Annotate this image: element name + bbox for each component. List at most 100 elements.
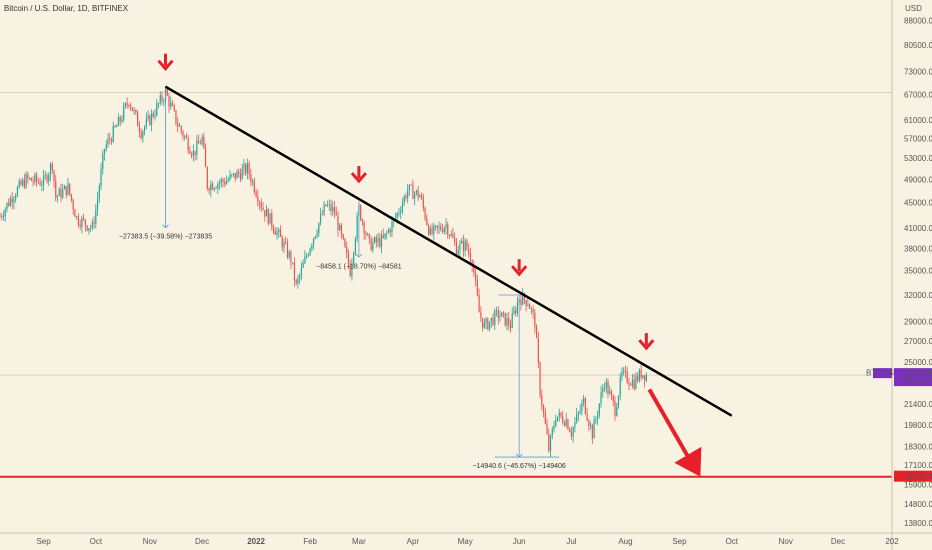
candle-body	[576, 414, 578, 423]
candle-body	[468, 249, 470, 254]
candle-body	[150, 113, 153, 125]
candle-body	[542, 405, 545, 413]
candle-body	[567, 419, 569, 430]
candle-body	[633, 379, 635, 389]
candle-body	[534, 312, 536, 328]
candle-body	[48, 174, 50, 182]
candle-body	[157, 103, 160, 105]
candle-body	[330, 204, 332, 212]
candle-body	[89, 227, 92, 229]
candle-body	[600, 392, 602, 404]
candle-body	[173, 106, 175, 111]
candle-body	[595, 418, 597, 421]
candle-body	[455, 242, 458, 255]
candle-body	[337, 215, 339, 231]
candle-body	[278, 229, 280, 232]
candle-body	[624, 370, 627, 372]
y-tick-label: 57000.0	[904, 134, 932, 143]
countdown-timer: 09:18:27	[904, 377, 932, 386]
candle-body	[438, 226, 440, 228]
candle-body	[440, 226, 442, 230]
candle-body	[502, 312, 505, 314]
candle-body	[199, 143, 201, 145]
candle-body	[271, 213, 273, 227]
candle-body	[382, 234, 384, 238]
y-tick-label: 45000.0	[904, 199, 932, 208]
candle-body	[433, 225, 435, 234]
time-axis: Sep Oct Nov Dec 2022 Feb Mar Apr May Jun Jul Aug Sep…	[0, 532, 932, 546]
candle-body	[119, 117, 121, 122]
price-axis: USD 88000.0 80500.0 73000.0 67000.0 61000.0 57…	[866, 0, 932, 550]
candle-body	[485, 318, 487, 323]
candle-body	[499, 316, 501, 318]
candle-body	[23, 179, 26, 188]
candle-body	[143, 126, 146, 132]
candle-body	[253, 180, 255, 193]
candle-body	[363, 222, 365, 234]
candle-body	[356, 215, 358, 239]
grid-layer	[0, 92, 892, 376]
candle-body	[407, 190, 409, 199]
candle-body	[621, 371, 623, 378]
candle-body	[326, 204, 329, 206]
candle-body	[596, 415, 599, 419]
x-tick-label: Sep	[36, 537, 51, 546]
candle-body	[13, 198, 15, 203]
candle-body	[51, 163, 53, 171]
candle-body	[434, 225, 437, 227]
candle-body	[319, 214, 322, 223]
candle-body	[192, 150, 194, 156]
candle-body	[252, 180, 254, 183]
candle-body	[598, 403, 600, 416]
y-tick-label: 35000.0	[904, 267, 932, 276]
candle-body	[107, 138, 109, 145]
candle-body	[239, 173, 242, 180]
candle-body	[29, 177, 31, 179]
candle-body	[206, 167, 208, 189]
candle-body	[272, 226, 275, 232]
candle-body	[145, 118, 147, 127]
candle-body	[389, 229, 391, 233]
candle-body	[488, 321, 491, 330]
candle-body	[316, 232, 318, 237]
projection-arrow-head	[674, 446, 702, 477]
candle-body	[194, 150, 196, 155]
candle-body	[72, 200, 74, 210]
candle-body	[365, 233, 367, 235]
candle-body	[267, 209, 269, 224]
candle-body	[56, 195, 59, 198]
candle-body	[354, 238, 357, 253]
candle-body	[572, 427, 574, 437]
candle-body	[170, 102, 172, 107]
candle-body	[546, 423, 548, 434]
candle-body	[152, 113, 154, 117]
candle-body	[631, 379, 634, 386]
candle-body	[231, 174, 233, 176]
candle-body	[105, 144, 107, 149]
candle-body	[245, 164, 247, 174]
candle-body	[400, 211, 402, 213]
y-tick-label: 17100.0	[904, 461, 932, 470]
y-tick-label: 14800.0	[904, 500, 932, 509]
candle-body	[370, 238, 372, 251]
candle-body	[619, 377, 621, 397]
candle-body	[201, 136, 203, 145]
candle-body	[114, 126, 116, 128]
candle-body	[154, 115, 156, 117]
y-tick-label: 29000.0	[904, 318, 932, 327]
candle-body	[22, 179, 24, 185]
candle-body	[349, 264, 351, 277]
candle-body	[635, 376, 637, 389]
candle-body	[630, 384, 632, 386]
candle-body	[76, 216, 78, 218]
candle-body	[417, 190, 419, 198]
candle-body	[361, 219, 363, 223]
candle-body	[41, 185, 43, 186]
candle-body	[570, 432, 573, 437]
y-tick-label: 15900.0	[904, 481, 932, 490]
candle-body	[339, 224, 341, 231]
candle-body	[131, 107, 134, 111]
resistance-arrow-head	[350, 172, 368, 184]
